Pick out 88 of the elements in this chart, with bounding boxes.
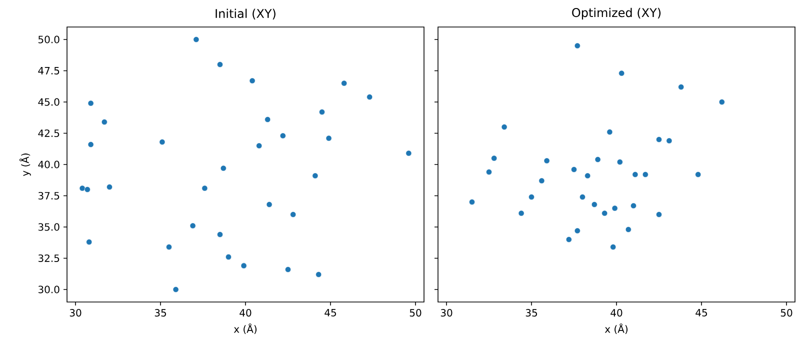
y-tick-label: 45.0 <box>38 98 60 106</box>
point <box>602 210 608 216</box>
point <box>88 142 94 148</box>
point <box>220 165 226 172</box>
point <box>326 135 332 142</box>
point <box>266 202 272 208</box>
point <box>190 222 196 229</box>
point <box>469 199 475 205</box>
point <box>101 119 108 125</box>
x-tick-label: 40 <box>610 309 622 317</box>
point <box>84 186 90 192</box>
point <box>240 262 247 269</box>
x-tick-label: 45 <box>324 309 336 316</box>
point <box>86 239 92 245</box>
point <box>584 172 591 179</box>
point <box>538 178 545 184</box>
point <box>486 169 492 175</box>
point <box>610 244 616 250</box>
point <box>642 172 648 178</box>
x-tick-label: 45 <box>696 309 707 316</box>
point <box>280 132 286 139</box>
chart-title: Initial (XY) <box>216 8 276 20</box>
point <box>319 109 325 115</box>
x-tick-label: 40 <box>240 309 252 317</box>
y-tick-label: 30.0 <box>38 286 60 294</box>
x-axis-title: x (Å) <box>234 323 257 334</box>
point <box>574 42 580 49</box>
point <box>79 185 86 192</box>
point <box>366 94 373 100</box>
y-tick-label: 37.5 <box>38 192 60 200</box>
point <box>618 70 625 76</box>
x-axis-title: x (Å) <box>604 323 628 334</box>
point <box>606 129 613 135</box>
point <box>202 185 208 192</box>
point <box>656 136 662 142</box>
point <box>678 84 684 90</box>
point <box>544 158 550 164</box>
y-tick-label: 40.0 <box>38 160 60 168</box>
point <box>256 142 262 149</box>
point <box>630 202 636 209</box>
point <box>406 150 412 156</box>
point <box>285 266 291 272</box>
point <box>518 210 524 216</box>
y-axis-title: y (Å) <box>19 153 31 176</box>
point <box>159 139 166 145</box>
point <box>571 166 577 172</box>
point <box>566 236 572 242</box>
y-tick-label: 42.5 <box>38 129 60 138</box>
point <box>501 124 508 130</box>
point <box>591 202 598 208</box>
point <box>88 100 94 106</box>
y-tick-label: 47.5 <box>38 67 60 74</box>
point <box>290 212 296 218</box>
point <box>574 228 580 234</box>
x-tick-label: 30 <box>440 309 452 317</box>
chart-title: Optimized (XY) <box>572 8 661 20</box>
point <box>341 80 348 86</box>
point <box>193 36 200 42</box>
point <box>264 116 271 122</box>
point <box>656 212 662 218</box>
point <box>718 99 725 105</box>
point <box>612 205 618 212</box>
point <box>491 155 498 162</box>
y-tick-label: 35.0 <box>38 223 60 231</box>
x-tick-label: 35 <box>154 309 166 317</box>
point <box>625 226 632 232</box>
point <box>666 138 672 144</box>
point <box>106 184 112 190</box>
point <box>316 272 322 278</box>
point <box>528 194 534 200</box>
x-tick-label: 50 <box>780 309 792 317</box>
point <box>594 156 601 162</box>
point <box>312 172 318 179</box>
point <box>217 232 223 238</box>
point <box>580 194 586 200</box>
point <box>166 244 172 250</box>
point <box>632 172 638 178</box>
y-tick-label: 32.5 <box>38 254 60 262</box>
point <box>172 286 179 292</box>
x-tick-label: 30 <box>70 309 82 317</box>
point <box>695 172 702 178</box>
point <box>217 62 223 68</box>
point <box>226 254 232 260</box>
point <box>616 159 623 165</box>
x-tick-label: 35 <box>526 309 537 317</box>
x-tick-label: 50 <box>410 309 422 317</box>
y-tick-label: 50.0 <box>38 36 60 44</box>
point <box>249 78 256 84</box>
